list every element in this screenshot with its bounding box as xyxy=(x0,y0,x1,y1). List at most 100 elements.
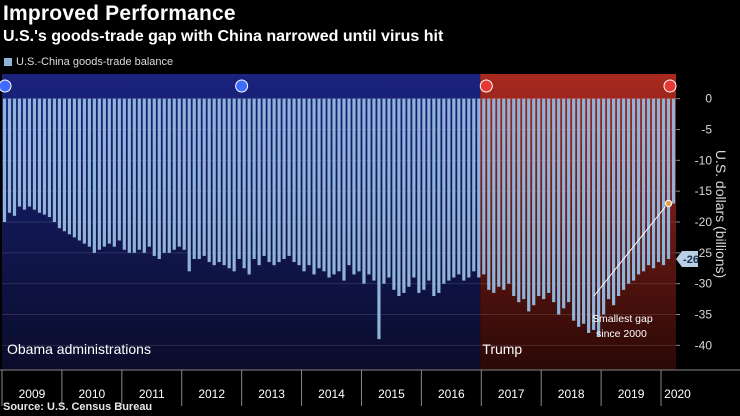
axes: 0 -5 -10 -15 -20 -25 -30 -35 -40 U.S. dollars (bi… xyxy=(0,92,740,406)
bar xyxy=(347,98,351,266)
bar xyxy=(402,98,406,293)
bar xyxy=(92,98,96,253)
bar xyxy=(442,98,446,284)
bar xyxy=(267,98,271,263)
bar xyxy=(7,98,12,213)
bar xyxy=(377,98,381,340)
bar xyxy=(222,98,226,266)
highlight-point xyxy=(664,199,673,208)
bar xyxy=(237,98,241,260)
era-label-obama: Obama administrations xyxy=(7,341,151,357)
year-label: 2010 xyxy=(79,387,106,401)
legend-swatch xyxy=(4,58,12,66)
bar xyxy=(382,98,386,284)
bar xyxy=(432,98,436,297)
bar xyxy=(47,98,52,218)
bar xyxy=(631,98,636,281)
bar xyxy=(317,98,321,269)
bar xyxy=(641,98,646,272)
bar xyxy=(357,98,361,272)
bar xyxy=(656,98,661,263)
bar xyxy=(102,98,106,247)
annotations: Obama administrations Trump Smallest gap si… xyxy=(0,79,677,357)
y-tick-label: 0 xyxy=(705,92,712,106)
bar xyxy=(572,98,576,321)
bar xyxy=(192,98,196,260)
bar xyxy=(262,98,266,256)
y-tick-label: -5 xyxy=(701,123,712,137)
bar xyxy=(582,98,586,324)
bar xyxy=(162,98,166,253)
bar xyxy=(567,98,571,303)
bar xyxy=(666,98,671,260)
bar xyxy=(462,98,466,281)
bar xyxy=(532,98,536,306)
bar xyxy=(457,98,461,275)
chart-title: Improved Performance xyxy=(3,2,236,25)
bar xyxy=(607,98,611,300)
bar xyxy=(557,98,561,315)
year-label: 2012 xyxy=(198,387,225,401)
bar xyxy=(187,98,191,272)
bar xyxy=(467,98,471,278)
bar xyxy=(597,98,601,337)
bar xyxy=(367,98,371,275)
bar xyxy=(302,98,306,272)
bar xyxy=(477,98,481,278)
bar xyxy=(62,98,67,232)
legend-label: U.S.-China goods-trade balance xyxy=(16,56,174,68)
bar xyxy=(287,98,291,256)
bar xyxy=(117,98,121,241)
y-tick-label: -30 xyxy=(695,277,713,291)
bar xyxy=(507,98,511,284)
y-tick-label: -20 xyxy=(695,215,713,229)
bar xyxy=(52,98,57,222)
bar xyxy=(407,98,411,287)
bar xyxy=(197,98,201,260)
bar xyxy=(17,98,22,207)
bar xyxy=(616,98,621,297)
bar xyxy=(577,98,581,327)
bar xyxy=(322,98,326,272)
bar xyxy=(57,98,62,229)
year-label: 2018 xyxy=(558,387,585,401)
year-label: 2020 xyxy=(664,387,691,401)
year-label: 2016 xyxy=(438,387,465,401)
bar xyxy=(671,98,676,204)
bar xyxy=(517,98,521,303)
source-note: Source: U.S. Census Bureau xyxy=(3,401,153,413)
era-label-trump: Trump xyxy=(482,341,522,357)
bar xyxy=(182,98,186,250)
elephant-icon xyxy=(479,79,493,93)
bar xyxy=(427,98,431,281)
bars xyxy=(2,98,676,340)
bar xyxy=(297,98,301,266)
bar xyxy=(437,98,441,293)
bar xyxy=(277,98,281,263)
bar xyxy=(212,98,216,266)
bar xyxy=(362,98,366,284)
bar xyxy=(217,98,221,263)
bar xyxy=(152,98,156,256)
bar xyxy=(552,98,556,303)
bar xyxy=(352,98,356,275)
bar xyxy=(37,98,42,213)
bar xyxy=(542,98,546,300)
bar xyxy=(177,98,181,247)
year-label: 2009 xyxy=(19,387,46,401)
bar xyxy=(72,98,76,238)
bar xyxy=(312,98,316,275)
bar xyxy=(522,98,526,300)
bar xyxy=(392,98,396,290)
bar xyxy=(32,98,37,210)
bar xyxy=(487,98,491,290)
bar xyxy=(502,98,506,290)
bar xyxy=(27,98,32,207)
bar xyxy=(247,98,251,275)
legend: U.S.-China goods-trade balance xyxy=(4,56,173,68)
bar xyxy=(42,98,47,215)
bar xyxy=(307,98,311,266)
donkey-icon xyxy=(0,79,12,93)
bar xyxy=(587,98,591,334)
